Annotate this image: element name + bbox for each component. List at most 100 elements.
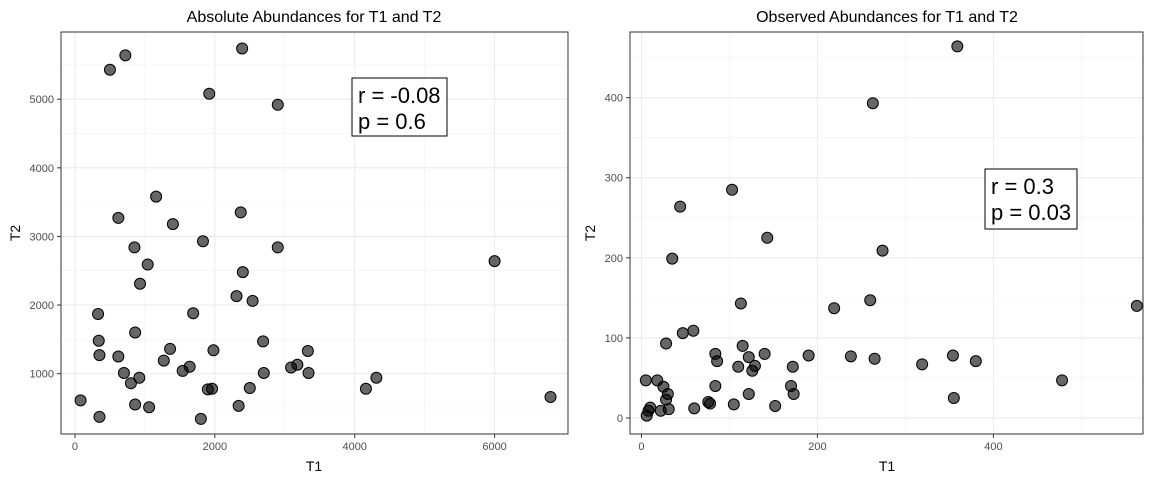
y-tick-label: 100 bbox=[605, 333, 623, 345]
y-tick-label: 4000 bbox=[30, 163, 54, 175]
data-point bbox=[1056, 374, 1069, 387]
x-tick-label: 0 bbox=[638, 441, 644, 453]
annotation-box bbox=[984, 168, 1078, 230]
data-point bbox=[876, 244, 889, 257]
x-tick-label: 2000 bbox=[203, 441, 227, 453]
data-point bbox=[141, 258, 154, 271]
data-point bbox=[769, 399, 782, 412]
data-point bbox=[92, 334, 105, 347]
data-point bbox=[257, 366, 270, 379]
x-tick-label: 0 bbox=[72, 441, 78, 453]
data-point bbox=[124, 377, 137, 390]
observed-abundance-panel: Observed Abundances for T1 and T2 0 200 40… bbox=[582, 9, 1144, 474]
data-point bbox=[291, 358, 304, 371]
data-point bbox=[164, 342, 177, 355]
y-tick-label: 400 bbox=[605, 93, 623, 105]
data-point bbox=[74, 394, 87, 407]
data-point bbox=[271, 241, 284, 254]
absolute-abundance-panel: Absolute Abundances for T1 and T2 0 2000 4… bbox=[7, 9, 569, 474]
correlation-r-text: r = -0.08 bbox=[358, 83, 441, 108]
data-point bbox=[866, 97, 879, 110]
correlation-p-text: p = 0.03 bbox=[991, 200, 1071, 225]
data-point bbox=[868, 352, 881, 365]
data-point bbox=[128, 241, 141, 254]
data-point bbox=[488, 255, 501, 268]
data-point bbox=[662, 403, 675, 416]
data-point bbox=[661, 387, 674, 400]
data-point bbox=[666, 252, 679, 265]
data-point bbox=[271, 98, 284, 111]
gridlines bbox=[630, 32, 1143, 434]
data-point bbox=[727, 398, 740, 411]
data-point bbox=[92, 307, 105, 320]
data-point bbox=[687, 324, 700, 337]
data-point bbox=[370, 371, 383, 384]
chart-title: Absolute Abundances for T1 and T2 bbox=[187, 9, 442, 26]
data-point bbox=[639, 374, 652, 387]
data-point bbox=[232, 399, 245, 412]
data-point bbox=[844, 350, 857, 363]
y-tick-label: 1000 bbox=[30, 369, 54, 381]
y-tick-label: 200 bbox=[605, 253, 623, 265]
data-point bbox=[207, 344, 220, 357]
annotation-box bbox=[351, 77, 448, 137]
data-point bbox=[119, 49, 132, 62]
data-point bbox=[709, 379, 722, 392]
correlation-r-text: r = 0.3 bbox=[991, 174, 1054, 199]
data-point bbox=[711, 355, 724, 368]
plot-background bbox=[630, 32, 1143, 434]
data-point bbox=[203, 87, 216, 100]
data-point bbox=[93, 349, 106, 362]
data-point bbox=[129, 398, 142, 411]
data-point bbox=[117, 366, 130, 379]
data-point bbox=[1130, 299, 1143, 312]
data-point bbox=[761, 231, 774, 244]
data-point bbox=[133, 371, 146, 384]
data-point bbox=[134, 277, 147, 290]
data-point bbox=[758, 347, 771, 360]
data-point bbox=[143, 401, 156, 414]
x-tick-label: 4000 bbox=[342, 441, 366, 453]
data-point bbox=[946, 349, 959, 362]
data-point bbox=[112, 350, 125, 363]
data-point bbox=[726, 183, 739, 196]
data-point bbox=[196, 235, 209, 248]
data-point bbox=[243, 382, 256, 395]
data-point bbox=[742, 351, 755, 364]
correlation-annotation: r = -0.08 p = 0.6 bbox=[351, 77, 448, 137]
data-point bbox=[734, 297, 747, 310]
data-point bbox=[544, 390, 557, 403]
data-point bbox=[183, 360, 196, 373]
data-point bbox=[234, 206, 247, 219]
data-point bbox=[748, 359, 761, 372]
data-points bbox=[74, 42, 557, 425]
data-point bbox=[969, 355, 982, 368]
data-point bbox=[301, 344, 314, 357]
gridlines bbox=[61, 32, 568, 434]
data-point bbox=[951, 40, 964, 53]
axis-ticks: 0 2000 4000 6000 1000 2000 3000 4000 5000 bbox=[30, 94, 507, 453]
data-point bbox=[660, 337, 673, 350]
data-point bbox=[676, 327, 689, 340]
x-axis-title: T1 bbox=[306, 458, 323, 474]
data-point bbox=[704, 397, 717, 410]
y-tick-label: 2000 bbox=[30, 300, 54, 312]
y-tick-label: 0 bbox=[617, 413, 623, 425]
data-point bbox=[828, 302, 841, 315]
data-point bbox=[194, 412, 207, 425]
data-point bbox=[187, 307, 200, 320]
data-point bbox=[103, 63, 116, 76]
data-point bbox=[359, 382, 372, 395]
chart-title: Observed Abundances for T1 and T2 bbox=[756, 9, 1018, 26]
data-point bbox=[688, 402, 701, 415]
data-point bbox=[93, 410, 106, 423]
y-tick-label: 3000 bbox=[30, 231, 54, 243]
data-point bbox=[674, 200, 687, 213]
data-point bbox=[732, 360, 745, 373]
data-point bbox=[236, 266, 249, 279]
data-point bbox=[230, 290, 243, 303]
plot-border bbox=[629, 31, 1144, 435]
plot-border bbox=[60, 31, 569, 435]
x-axis-title: T1 bbox=[879, 458, 896, 474]
